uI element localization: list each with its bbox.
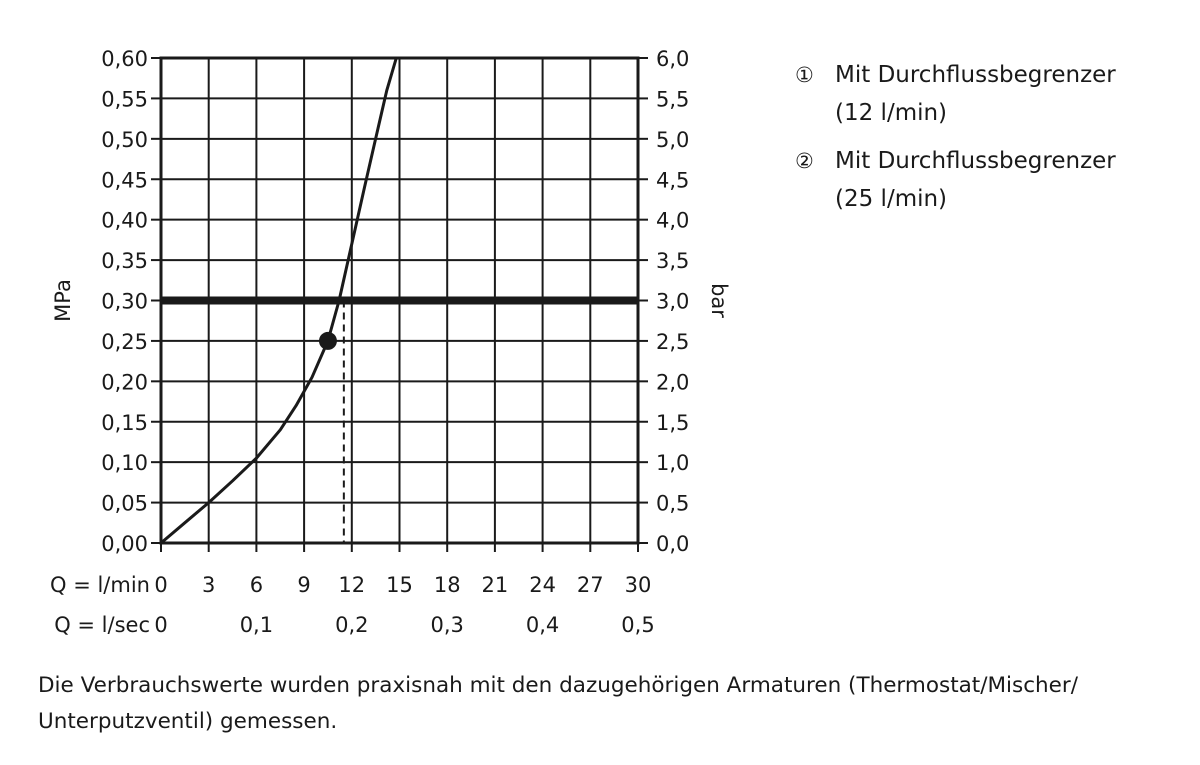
- x-tick-label-lmin: 6: [250, 573, 263, 597]
- x-tick-label-lmin: 12: [338, 573, 365, 597]
- y-tick-label-left: 0,30: [101, 290, 148, 314]
- y-tick-label-right: 1,5: [656, 411, 689, 435]
- y-tick-label-right: 4,5: [656, 168, 689, 192]
- y-tick-label-left: 0,00: [101, 532, 148, 556]
- y-tick-label-left: 0,35: [101, 249, 148, 273]
- x-tick-label-lsec: 0: [154, 613, 167, 637]
- x-tick-label-lmin: 18: [434, 573, 461, 597]
- y-tick-label-left: 0,10: [101, 451, 148, 475]
- y-tick-label-left: 0,50: [101, 128, 148, 152]
- y-tick-label-right: 0,5: [656, 492, 689, 516]
- footnote: Die Verbrauchswerte wurden praxisnah mit…: [38, 673, 1078, 734]
- y-tick-label-right: 3,0: [656, 290, 689, 314]
- legend-item-2: ② Mit Durchflussbegrenzer (25 l/min): [795, 142, 1185, 218]
- legend: ① Mit Durchflussbegrenzer (12 l/min) ② M…: [795, 56, 1185, 228]
- y-tick-label-right: 6,0: [656, 47, 689, 71]
- y-tick-label-left: 0,60: [101, 47, 148, 71]
- x-tick-label-lsec: 0,4: [526, 613, 559, 637]
- y-tick-label-left: 0,15: [101, 411, 148, 435]
- legend-text-2b: (25 l/min): [835, 186, 948, 212]
- legend-item-1: ① Mit Durchflussbegrenzer (12 l/min): [795, 56, 1185, 132]
- series-line: [160, 57, 398, 545]
- x-tick-label-lsec: 0,1: [240, 613, 273, 637]
- y-tick-label-right: 3,5: [656, 249, 689, 273]
- y-tick-label-left: 0,55: [101, 87, 148, 111]
- y-tick-label-left: 0,40: [101, 209, 148, 233]
- y-tick-label-right: 5,5: [656, 87, 689, 111]
- y-axis-label-right: bar: [707, 283, 731, 318]
- x-axis-label-lmin: Q = l/min: [50, 573, 150, 597]
- x-axis-label-lsec: Q = l/sec: [54, 613, 150, 637]
- x-tick-label-lmin: 15: [386, 573, 413, 597]
- y-tick-label-right: 2,5: [656, 330, 689, 354]
- x-tick-label-lmin: 21: [482, 573, 509, 597]
- x-tick-label-lmin: 3: [202, 573, 215, 597]
- y-tick-label-right: 5,0: [656, 128, 689, 152]
- legend-number-2: ②: [795, 149, 814, 173]
- y-tick-label-left: 0,25: [101, 330, 148, 354]
- x-tick-label-lmin: 0: [154, 573, 167, 597]
- data-point-marker: [318, 331, 337, 350]
- y-tick-label-right: 1,0: [656, 451, 689, 475]
- y-tick-label-right: 4,0: [656, 209, 689, 233]
- legend-text-2a: Mit Durchflussbegrenzer: [835, 148, 1116, 174]
- flow-pressure-chart: 0,00 0,00,05 0,50,10 1,00,15 1,50,20 2,00,25 2…: [50, 47, 731, 637]
- x-tick-label-lsec: 0,3: [430, 613, 463, 637]
- y-tick-label-left: 0,20: [101, 370, 148, 394]
- x-tick-label-lmin: 27: [577, 573, 604, 597]
- x-tick-label-lmin: 24: [529, 573, 556, 597]
- x-tick-label-lmin: 9: [297, 573, 310, 597]
- y-tick-label-left: 0,05: [101, 492, 148, 516]
- y-tick-label-right: 0,0: [656, 532, 689, 556]
- legend-number-1: ①: [795, 63, 814, 87]
- y-tick-label-left: 0,45: [101, 168, 148, 192]
- legend-text-1a: Mit Durchflussbegrenzer: [835, 62, 1116, 88]
- y-axis-label-left: MPa: [51, 279, 75, 322]
- y-tick-label-right: 2,0: [656, 370, 689, 394]
- legend-text-1b: (12 l/min): [835, 100, 948, 126]
- x-tick-label-lmin: 30: [625, 573, 652, 597]
- x-tick-label-lsec: 0,2: [335, 613, 368, 637]
- x-tick-label-lsec: 0,5: [621, 613, 654, 637]
